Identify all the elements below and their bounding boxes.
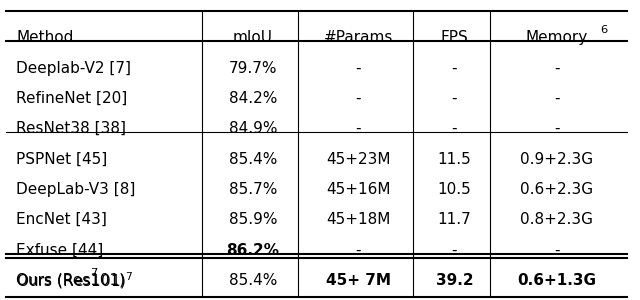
- Text: 11.5: 11.5: [438, 152, 471, 166]
- Text: 11.7: 11.7: [438, 212, 471, 227]
- Text: ResNet38 [38]: ResNet38 [38]: [16, 121, 126, 136]
- Text: PSPNet [45]: PSPNet [45]: [16, 152, 108, 166]
- Text: -: -: [356, 242, 361, 257]
- Text: -: -: [554, 121, 559, 136]
- Text: 84.2%: 84.2%: [228, 91, 277, 106]
- Text: EncNet [43]: EncNet [43]: [16, 212, 107, 227]
- Text: Method: Method: [16, 30, 74, 45]
- Text: DeepLab-V3 [8]: DeepLab-V3 [8]: [16, 182, 136, 197]
- Text: Exfuse [44]: Exfuse [44]: [16, 242, 103, 257]
- Text: 0.6+1.3G: 0.6+1.3G: [517, 273, 596, 288]
- Text: 86.2%: 86.2%: [227, 242, 279, 257]
- Text: 45+18M: 45+18M: [326, 212, 390, 227]
- Text: -: -: [356, 121, 361, 136]
- Text: -: -: [452, 121, 457, 136]
- Text: mIoU: mIoU: [233, 30, 273, 45]
- Text: -: -: [554, 61, 559, 76]
- Text: 45+ 7M: 45+ 7M: [326, 273, 391, 288]
- Text: 85.4%: 85.4%: [228, 273, 277, 288]
- Text: 6: 6: [600, 25, 607, 35]
- Text: FPS: FPS: [440, 30, 468, 45]
- Text: -: -: [356, 61, 361, 76]
- Text: 79.7%: 79.7%: [228, 61, 277, 76]
- Text: 85.4%: 85.4%: [228, 152, 277, 166]
- Text: -: -: [452, 91, 457, 106]
- Text: 0.6+2.3G: 0.6+2.3G: [520, 182, 593, 197]
- Text: 45+16M: 45+16M: [326, 182, 390, 197]
- Text: -: -: [554, 91, 559, 106]
- Text: 10.5: 10.5: [438, 182, 471, 197]
- Text: -: -: [356, 91, 361, 106]
- Text: 84.9%: 84.9%: [228, 121, 277, 136]
- Text: Ours (Res101): Ours (Res101): [16, 273, 125, 288]
- Text: 39.2: 39.2: [436, 273, 473, 288]
- Text: 0.9+2.3G: 0.9+2.3G: [520, 152, 593, 166]
- Text: 45+23M: 45+23M: [326, 152, 390, 166]
- Text: Deeplab-V2 [7]: Deeplab-V2 [7]: [16, 61, 131, 76]
- Text: -: -: [554, 242, 559, 257]
- Text: 0.8+2.3G: 0.8+2.3G: [520, 212, 593, 227]
- Text: -: -: [452, 242, 457, 257]
- Text: -: -: [452, 61, 457, 76]
- Text: 85.7%: 85.7%: [228, 182, 277, 197]
- Text: Ours (Res101)$^7$: Ours (Res101)$^7$: [16, 270, 134, 291]
- Text: RefineNet [20]: RefineNet [20]: [16, 91, 127, 106]
- Text: Memory: Memory: [525, 30, 588, 45]
- Text: #Params: #Params: [324, 30, 393, 45]
- Text: 85.9%: 85.9%: [228, 212, 277, 227]
- Text: 7: 7: [90, 268, 97, 278]
